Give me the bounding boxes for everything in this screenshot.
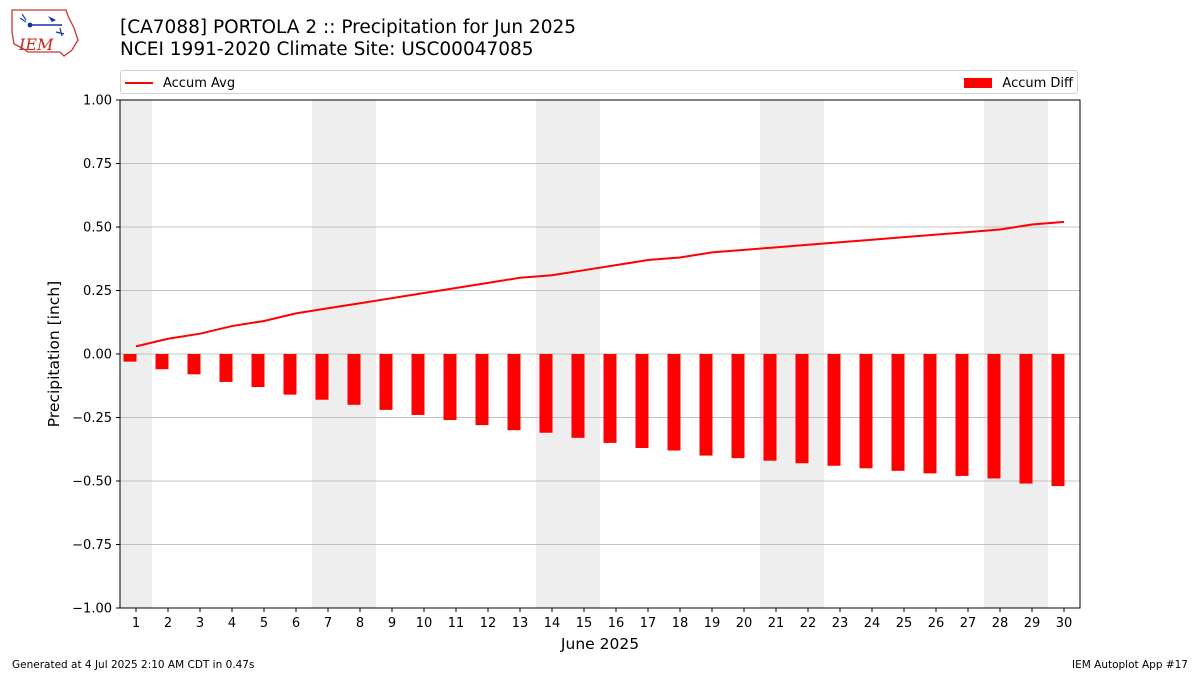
x-tick-label: 10 (416, 616, 433, 631)
x-axis-label: June 2025 (560, 635, 639, 653)
x-tick-label: 7 (324, 616, 332, 631)
bar-day-7 (315, 354, 329, 400)
bar-day-14 (539, 354, 553, 433)
accum-avg-line (135, 220, 1065, 348)
x-tick-label: 18 (672, 616, 689, 631)
bar-day-28 (987, 354, 1001, 479)
x-tick-label: 17 (640, 616, 657, 631)
bar-day-3 (187, 354, 201, 375)
x-tick-label: 14 (544, 616, 561, 631)
bar-day-6 (283, 354, 297, 395)
bar-day-17 (635, 354, 649, 448)
bar-day-9 (379, 354, 393, 410)
x-tick-label: 6 (292, 616, 300, 631)
y-tick-label: 0.25 (83, 284, 112, 299)
x-tick-label: 29 (1024, 616, 1041, 631)
bar-day-21 (763, 354, 777, 461)
logo-text: IEM (18, 35, 54, 54)
bar-day-15 (571, 354, 585, 438)
y-axis-label: Precipitation [inch] (45, 281, 63, 427)
y-tick-label: 0.75 (83, 157, 112, 172)
x-tick-label: 19 (704, 616, 721, 631)
bar-day-11 (443, 354, 457, 421)
bar-day-20 (731, 354, 745, 459)
y-tick-label: −0.50 (72, 475, 112, 490)
x-tick-label: 11 (448, 616, 465, 631)
y-tick-label: 0.50 (83, 221, 112, 236)
bar-day-5 (251, 354, 265, 388)
bar-day-25 (891, 354, 905, 471)
x-tick-label: 2 (164, 616, 172, 631)
x-tick-label: 24 (864, 616, 881, 631)
iem-logo: IEM (11, 9, 79, 57)
x-tick-label: 23 (832, 616, 849, 631)
bar-day-18 (667, 354, 681, 451)
x-tick-label: 22 (800, 616, 817, 631)
y-tick-label: −0.25 (72, 411, 112, 426)
bar-day-2 (155, 354, 169, 370)
footer-app: IEM Autoplot App #17 (1072, 659, 1188, 671)
y-tick-label: −1.00 (72, 602, 112, 617)
y-tick-label: 1.00 (83, 94, 112, 109)
bar-day-24 (859, 354, 873, 469)
bar-day-23 (827, 354, 841, 466)
legend-line-label: Accum Avg (163, 75, 236, 91)
bar-day-16 (603, 354, 617, 443)
bar-day-12 (475, 354, 489, 426)
bar-day-4 (219, 354, 233, 382)
bar-day-29 (1019, 354, 1033, 484)
bar-day-19 (699, 354, 713, 456)
chart-subtitle: NCEI 1991-2020 Climate Site: USC00047085 (120, 39, 534, 60)
bar-day-1 (123, 354, 137, 362)
legend-bar-label: Accum Diff (1002, 75, 1073, 91)
x-tick-label: 13 (512, 616, 529, 631)
x-tick-label: 27 (960, 616, 977, 631)
legend-item-line: Accum Avg (125, 73, 235, 93)
legend-bar-swatch (964, 78, 993, 88)
x-tick-label: 12 (480, 616, 497, 631)
legend-line-swatch (125, 82, 153, 84)
bar-day-8 (347, 354, 361, 405)
x-tick-label: 21 (768, 616, 785, 631)
x-tick-label: 8 (356, 616, 364, 631)
x-tick-label: 16 (608, 616, 625, 631)
x-tick-label: 26 (928, 616, 945, 631)
bar-day-27 (955, 354, 969, 476)
x-tick-label: 9 (388, 616, 396, 631)
bar-day-22 (795, 354, 809, 464)
x-tick-label: 25 (896, 616, 913, 631)
x-tick-label: 28 (992, 616, 1009, 631)
x-tick-label: 5 (260, 616, 268, 631)
x-tick-label: 3 (196, 616, 204, 631)
x-tick-label: 15 (576, 616, 593, 631)
y-tick-label: −0.75 (72, 538, 112, 553)
bar-day-26 (923, 354, 937, 474)
y-tick-label: 0.00 (83, 348, 112, 363)
x-tick-label: 1 (132, 616, 140, 631)
bar-day-10 (411, 354, 425, 415)
x-tick-label: 4 (228, 616, 236, 631)
footer-generated: Generated at 4 Jul 2025 2:10 AM CDT in 0… (12, 659, 255, 671)
legend-item-bar: Accum Diff (964, 73, 1073, 93)
chart-title: [CA7088] PORTOLA 2 :: Precipitation for … (120, 17, 577, 38)
legend: Accum Avg Accum Diff (120, 70, 1078, 94)
x-tick-label: 20 (736, 616, 753, 631)
x-tick-label: 30 (1056, 616, 1073, 631)
bar-day-30 (1051, 354, 1065, 487)
bar-day-13 (507, 354, 521, 431)
